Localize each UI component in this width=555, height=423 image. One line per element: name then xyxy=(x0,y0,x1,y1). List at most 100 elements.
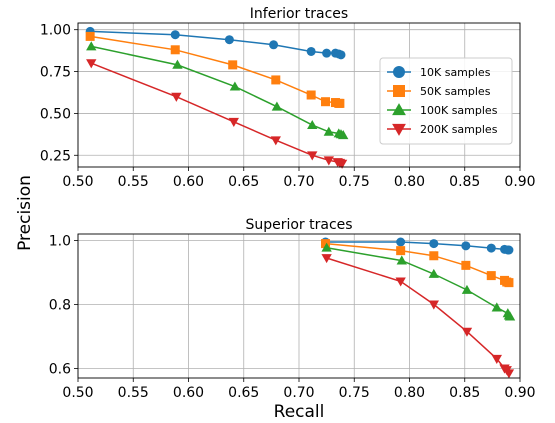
x-tick-label: 0.70 xyxy=(283,174,314,190)
data-point xyxy=(86,41,97,51)
grid xyxy=(77,234,521,378)
data-point xyxy=(486,243,496,253)
data-point xyxy=(228,60,238,70)
data-point xyxy=(224,35,234,45)
x-tick-label: 0.60 xyxy=(173,174,204,190)
data-point xyxy=(338,130,349,140)
y-tick-label: 1.00 xyxy=(40,23,71,39)
legend-frame xyxy=(379,57,513,145)
data-point xyxy=(396,246,406,256)
legend-label: 10K samples xyxy=(420,66,491,79)
series-200k-samples xyxy=(321,254,515,379)
series-100k-samples xyxy=(86,41,349,140)
legend-marker xyxy=(393,66,405,78)
x-tick-label: 0.70 xyxy=(283,385,314,401)
y-axis-label: Precision xyxy=(15,175,35,251)
legend-entry-50k-samples: 50K samples xyxy=(387,85,491,98)
data-point xyxy=(306,46,316,56)
axes-frame xyxy=(77,233,521,379)
data-point xyxy=(335,98,345,108)
data-point xyxy=(491,302,502,312)
legend-entry-10k-samples: 10K samples xyxy=(387,66,491,79)
data-point xyxy=(504,245,514,255)
data-point xyxy=(336,50,346,60)
x-tick-label: 0.50 xyxy=(62,385,93,401)
series-200k-samples xyxy=(86,59,348,169)
x-tick-label: 0.65 xyxy=(228,385,259,401)
data-point xyxy=(323,156,335,166)
legend-entry-200k-samples: 200K samples xyxy=(387,123,498,136)
data-point xyxy=(429,251,439,261)
legend-label: 50K samples xyxy=(420,85,491,98)
series-50k-samples xyxy=(85,31,345,108)
legend: 10K samples 50K samples 100K samples 200K s… xyxy=(379,57,513,145)
y-tick-label: 0.6 xyxy=(49,361,71,377)
axes-frame xyxy=(77,22,521,168)
x-tick-label: 0.85 xyxy=(449,174,480,190)
data-point xyxy=(306,90,316,100)
x-tick-label: 0.75 xyxy=(339,385,370,401)
y-tick-label: 0.25 xyxy=(40,148,71,164)
data-point xyxy=(170,30,180,40)
data-point xyxy=(461,260,471,270)
panel-title: Inferior traces xyxy=(250,6,348,22)
data-point xyxy=(307,119,318,130)
data-point xyxy=(172,59,183,69)
x-axis-label: Recall xyxy=(274,402,325,422)
series-100k-samples xyxy=(321,242,516,321)
data-point xyxy=(85,31,95,41)
x-tick-label: 0.80 xyxy=(394,174,425,190)
data-point xyxy=(323,126,335,136)
panel-superior-traces: 0.50 0.55 0.60 0.65 0.70 0.75 0.80 0.85 0.90 0.6 0… xyxy=(49,217,536,401)
data-point xyxy=(504,311,516,321)
x-tick-label: 0.75 xyxy=(339,174,370,190)
data-point xyxy=(170,45,180,55)
y-tick-label: 1.0 xyxy=(49,233,71,249)
legend-marker xyxy=(392,123,406,136)
legend-marker xyxy=(392,103,406,116)
x-tick-label: 0.60 xyxy=(173,385,204,401)
data-point xyxy=(321,97,331,107)
data-point xyxy=(336,159,348,169)
data-point xyxy=(271,101,283,111)
series-10k-samples xyxy=(85,26,346,60)
data-point xyxy=(321,239,331,249)
data-point xyxy=(461,327,473,337)
data-point xyxy=(504,278,514,288)
x-tick-label: 0.90 xyxy=(504,174,535,190)
legend-label: 200K samples xyxy=(420,123,498,136)
data-point xyxy=(428,300,439,310)
data-point xyxy=(307,151,318,161)
data-point xyxy=(503,369,515,379)
data-point xyxy=(461,284,473,294)
x-tick-label: 0.55 xyxy=(118,385,149,401)
panel-title: Superior traces xyxy=(245,217,352,233)
data-point xyxy=(491,354,502,364)
data-point xyxy=(321,254,332,264)
x-tick-label: 0.90 xyxy=(504,385,535,401)
data-point xyxy=(86,59,97,69)
y-tick-label: 0.50 xyxy=(40,106,71,122)
data-point xyxy=(396,255,407,265)
data-point xyxy=(429,239,439,249)
data-point xyxy=(486,271,496,281)
legend-marker xyxy=(393,85,405,97)
data-point xyxy=(396,237,406,247)
x-tick-label: 0.55 xyxy=(118,174,149,190)
data-point xyxy=(395,277,406,287)
x-tick-label: 0.65 xyxy=(228,174,259,190)
data-point xyxy=(321,242,332,252)
legend-label: 100K samples xyxy=(420,104,498,117)
series-50k-samples xyxy=(321,239,514,288)
data-point xyxy=(269,40,279,50)
x-tick-label: 0.80 xyxy=(394,385,425,401)
x-tick-label: 0.85 xyxy=(449,385,480,401)
x-tick-label: 0.50 xyxy=(62,174,93,190)
y-tick-label: 0.8 xyxy=(49,297,71,313)
data-point xyxy=(322,48,332,58)
data-point xyxy=(461,241,471,251)
data-point xyxy=(271,75,281,85)
data-point xyxy=(228,117,239,127)
data-point xyxy=(428,268,439,278)
